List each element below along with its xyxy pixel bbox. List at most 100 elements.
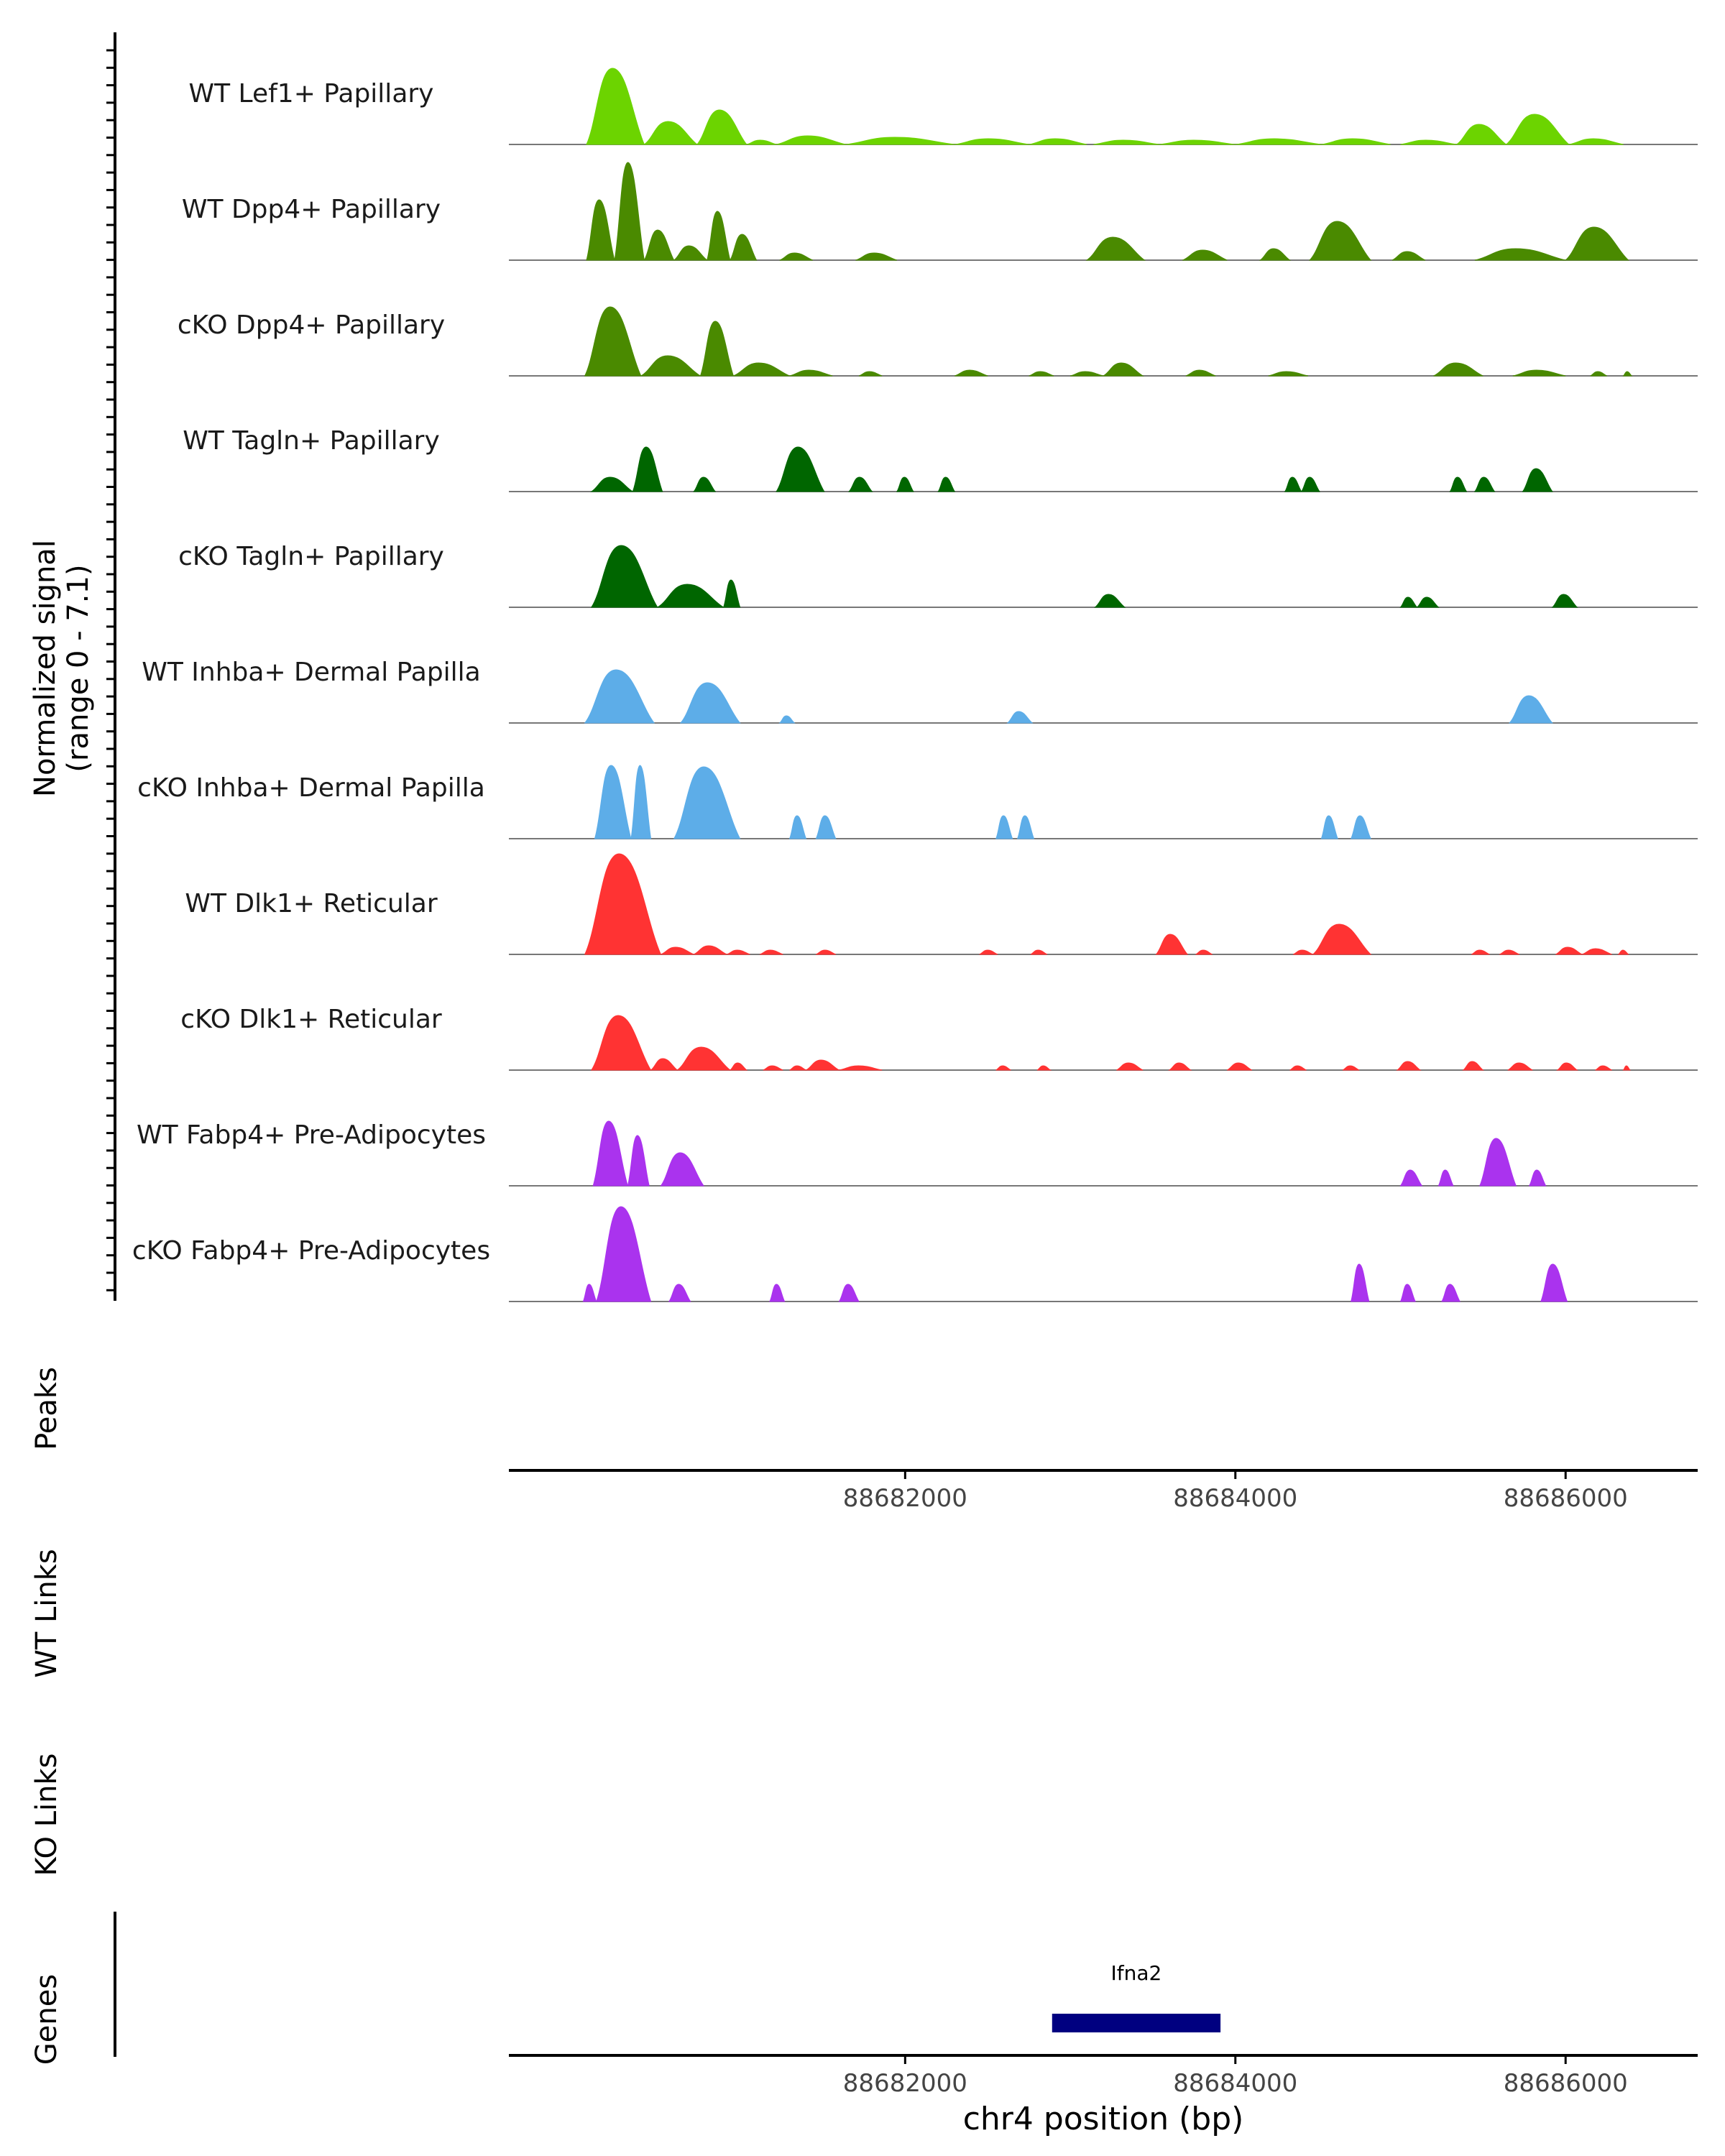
coverage-peak	[1300, 476, 1320, 492]
coverage-peak	[1617, 949, 1630, 955]
coverage-track: WT Dpp4+ Papillary	[182, 162, 1698, 261]
coverage-peak	[590, 545, 658, 608]
coverage-track: cKO Dpp4+ Papillary	[178, 306, 1698, 377]
coverage-peak	[1433, 362, 1484, 377]
coverage-peak	[1512, 369, 1566, 377]
coverage-peak	[727, 949, 750, 955]
coverage-peak	[643, 121, 699, 145]
coverage-peak	[1259, 248, 1292, 261]
coverage-peak	[995, 815, 1013, 839]
coverage-peak	[643, 229, 675, 261]
coverage-peak	[1416, 596, 1440, 608]
coverage-peak	[816, 949, 837, 955]
track-label: WT Dpp4+ Papillary	[182, 195, 441, 224]
coverage-peak	[763, 1065, 783, 1071]
coverage-peak	[1399, 1284, 1416, 1302]
genes-x-axis: 88682000 88684000 88686000	[509, 2054, 1698, 2098]
genes-x-tick-label: 88686000	[1504, 2069, 1628, 2098]
y-axis-range-label: (range 0 - 7.1)	[62, 564, 95, 772]
coverage-peak	[590, 1015, 652, 1071]
coverage-peak	[694, 945, 727, 955]
coverage-peak	[1235, 138, 1322, 145]
coverage-peak	[789, 369, 833, 377]
wt-links-track-label: WT Links	[30, 1549, 63, 1677]
coverage-peak	[1478, 1138, 1517, 1187]
coverage-peak	[1320, 815, 1338, 839]
coverage-peak	[1029, 371, 1054, 377]
genes-track: Ifna2	[114, 1912, 1221, 2057]
x-axis-title: chr4 position (bp)	[963, 2101, 1244, 2137]
coverage-peak	[1564, 226, 1629, 261]
coverage-peak	[594, 765, 632, 839]
coverage-peak	[1029, 138, 1087, 145]
coverage-peak	[660, 1152, 705, 1187]
coverage-peak	[1093, 594, 1126, 608]
coverage-peak	[1473, 476, 1496, 492]
coverage-peak	[699, 321, 735, 377]
coverage-peak	[696, 109, 748, 145]
coverage-peak	[1006, 711, 1034, 724]
coverage-track: WT Dlk1+ Reticular	[185, 853, 1698, 955]
coverage-track: cKO Tagln+ Papillary	[178, 542, 1698, 608]
y-axis-label: Normalized signal	[29, 540, 62, 797]
coverage-peak	[1551, 594, 1578, 608]
coverage-peak	[639, 355, 702, 377]
coverage-peak	[979, 949, 998, 955]
coverage-peak	[650, 1058, 678, 1071]
coverage-track: WT Lef1+ Papillary	[189, 68, 1698, 145]
coverage-peak	[586, 68, 645, 145]
coverage-peak	[1471, 949, 1490, 955]
coverage-tracks: WT Lef1+ Papillary WT Dpp4+ Papillary cKO …	[132, 68, 1698, 1302]
coverage-peak	[1103, 362, 1145, 377]
coverage-peak	[1342, 1065, 1360, 1071]
coverage-peak	[1289, 1065, 1307, 1071]
coverage-track: cKO Fabp4+ Pre-Adipocytes	[132, 1206, 1698, 1302]
coverage-peak	[776, 135, 846, 145]
peaks-x-tick-label: 88684000	[1173, 1484, 1297, 1513]
coverage-track: WT Inhba+ Dermal Papilla	[142, 658, 1698, 724]
coverage-peak	[1590, 371, 1607, 377]
coverage-peak	[1528, 1169, 1547, 1187]
track-label: cKO Inhba+ Dermal Papilla	[137, 773, 485, 803]
track-label: cKO Dpp4+ Papillary	[178, 310, 445, 340]
coverage-peak	[1030, 949, 1048, 955]
track-label: WT Lef1+ Papillary	[189, 79, 434, 109]
coverage-peak	[1195, 949, 1213, 955]
coverage-peak	[1555, 1062, 1579, 1071]
coverage-peak	[1540, 1263, 1568, 1302]
coverage-peak	[896, 476, 914, 492]
peaks-track-label: Peaks	[30, 1367, 63, 1450]
coverage-peak	[1036, 1065, 1052, 1071]
peaks-x-axis: 88682000 88684000 88686000	[509, 1469, 1698, 1513]
coverage-peak	[584, 853, 662, 955]
coverage-peak	[722, 579, 741, 608]
coverage-peak	[788, 815, 807, 839]
coverage-peak	[838, 1284, 860, 1302]
peaks-x-tick-label: 88686000	[1504, 1484, 1628, 1513]
coverage-peak	[1582, 948, 1612, 955]
gene-label: Ifna2	[1111, 1961, 1162, 1985]
coverage-peak	[590, 476, 635, 492]
coverage-peak	[845, 137, 955, 145]
track-label: cKO Fabp4+ Pre-Adipocytes	[132, 1236, 490, 1266]
track-label: WT Inhba+ Dermal Papilla	[142, 658, 480, 687]
coverage-peak	[1312, 923, 1372, 955]
coverage-peak	[1508, 695, 1553, 724]
coverage-peak	[1455, 124, 1508, 145]
coverage-peak	[776, 446, 825, 492]
coverage-peak	[1085, 236, 1146, 261]
coverage-peak	[858, 371, 883, 377]
coverage-peak	[1438, 1169, 1454, 1187]
coverage-peak	[661, 946, 694, 955]
coverage-peak	[584, 669, 656, 724]
coverage-peak	[729, 234, 758, 261]
coverage-peak	[586, 199, 615, 261]
coverage-peak	[1595, 1065, 1612, 1071]
coverage-peak	[693, 476, 717, 492]
coverage-peak	[1622, 1065, 1631, 1071]
coverage-peak	[1155, 934, 1189, 955]
coverage-peak	[1505, 114, 1570, 145]
genes-x-tick-label: 88684000	[1173, 2069, 1297, 2098]
track-label: WT Tagln+ Papillary	[183, 426, 440, 456]
track-label: WT Fabp4+ Pre-Adipocytes	[137, 1120, 486, 1150]
